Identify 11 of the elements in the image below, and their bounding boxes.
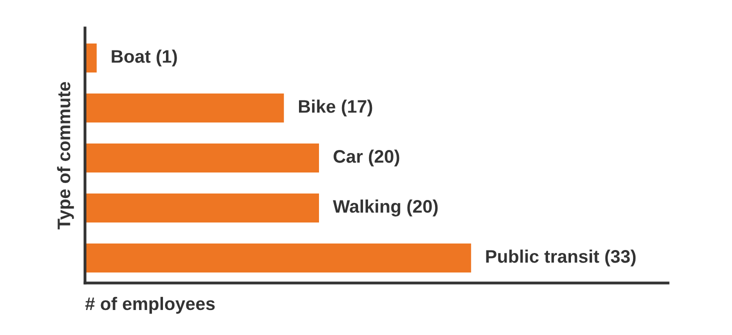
bar <box>85 244 472 272</box>
data-label: Boat (1) <box>112 50 177 66</box>
bar <box>85 94 284 122</box>
data-label: Walking (20) <box>332 200 438 216</box>
data-label: Car (20) <box>334 150 400 166</box>
bar <box>85 144 319 172</box>
data-label: Bike (17) <box>298 100 372 116</box>
x-axis-title: # of employees <box>85 296 215 314</box>
bar <box>85 194 319 222</box>
data-label: Public transit (33) <box>486 250 636 266</box>
y-axis-title: Type of commute <box>57 82 74 230</box>
